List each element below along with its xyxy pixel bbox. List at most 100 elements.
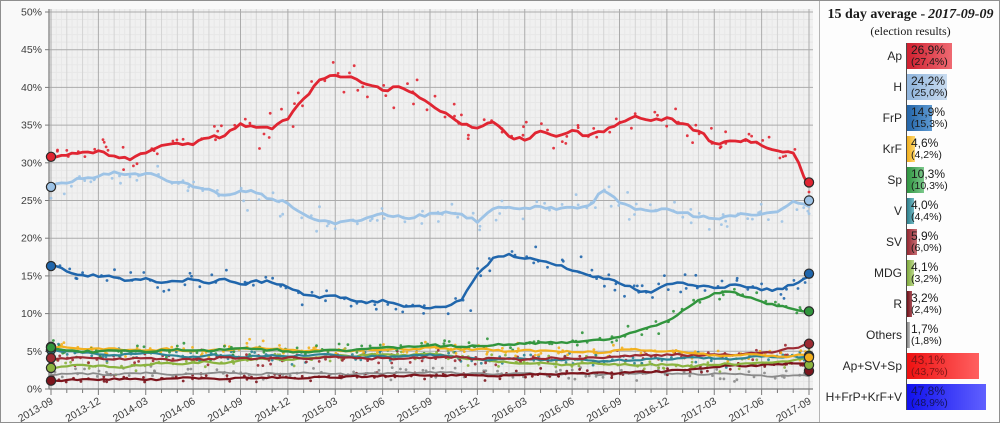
x-axis-label: 2014-12 — [253, 395, 293, 423]
legend-axis-line — [906, 43, 907, 410]
party-average-value: 4,1% — [911, 260, 939, 274]
party-average-value: 4,6% — [911, 136, 939, 150]
party-average-value: 43,1% — [911, 353, 946, 367]
party-election-result: (1,8%) — [911, 335, 942, 347]
marker-2017-result-sp — [803, 306, 815, 317]
party-label: Sp — [887, 173, 902, 187]
y-axis-label: 45% — [21, 44, 42, 56]
x-axis-label: 2015-06 — [348, 395, 388, 423]
series-line-ap — [49, 73, 811, 188]
party-label: SV — [885, 235, 902, 249]
x-axis-label: 2016-12 — [632, 395, 672, 423]
r-bar — [907, 291, 913, 317]
party-label: R — [893, 297, 902, 311]
marker-2013-result-mdg — [45, 362, 57, 374]
others-bar — [907, 322, 910, 348]
sv-bar — [907, 229, 917, 255]
marker-2013-result-r — [45, 375, 57, 386]
marker-2017-result-h — [803, 195, 815, 206]
party-election-result: (4,2%) — [911, 149, 942, 161]
party-label: KrF — [882, 142, 902, 156]
x-axis-label: 2013-09 — [16, 395, 56, 423]
legend-row-frp: FrP 14,9% (15,3%) — [820, 105, 999, 131]
legend-title-date: 2017-09-09 — [928, 7, 994, 22]
legend-row-ap: Ap 26,9% (27,4%) — [820, 43, 999, 69]
party-label: H+FrP+KrF+V — [825, 390, 902, 404]
y-axis-label: 5% — [27, 346, 42, 358]
ap-sv-sp-bar — [907, 353, 979, 379]
y-axis-label: 10% — [21, 308, 42, 320]
party-label: V — [893, 204, 902, 218]
y-axis-label: 0% — [27, 384, 42, 396]
y-axis-label: 30% — [21, 157, 42, 169]
legend-row-h: H 24,2% (25,0%) — [820, 74, 999, 100]
party-label: Others — [865, 328, 902, 342]
x-axis-label: 2017-09 — [774, 395, 814, 423]
marker-2017-result-sv — [803, 338, 815, 349]
series-line-h — [49, 170, 811, 226]
x-axis-label: 2016-09 — [585, 395, 625, 423]
party-average-value: 24,2% — [911, 74, 946, 88]
party-election-result: (2,4%) — [911, 304, 942, 316]
x-axis-label: 2014-09 — [206, 395, 246, 423]
poll-chart: 0%5%10%15%20%25%30%35%40%45%50%2013-09 20… — [1, 1, 819, 423]
legend-row-mdg: MDG 4,1% (3,2%) — [820, 260, 999, 286]
x-axis-label: 2015-03 — [300, 395, 340, 423]
party-election-result: (43,7%) — [911, 366, 948, 378]
party-average-value: 5,9% — [911, 229, 939, 243]
party-election-result: (25,0%) — [911, 87, 948, 99]
legend-title: 15 day average -2017-09-09 — [820, 7, 999, 23]
legend-row-krf: KrF 4,6% (4,2%) — [820, 136, 999, 162]
axes — [45, 9, 813, 395]
marker-2017-result-krf — [803, 352, 815, 363]
party-election-result: (15,3%) — [911, 118, 948, 130]
x-axis-label: 2014-06 — [158, 395, 198, 423]
party-average-value: 47,8% — [911, 384, 946, 398]
legend-row-ap-sv-sp: Ap+SV+Sp 43,1% (43,7%) — [820, 353, 999, 379]
y-axis-label: 25% — [21, 195, 42, 207]
frp-bar — [907, 105, 932, 131]
legend-row-others: Others 1,7% (1,8%) — [820, 322, 999, 348]
party-average-value: 1,7% — [911, 322, 939, 336]
series-line-frp — [49, 252, 811, 310]
legend-row-sp: Sp 10,3% (10,3%) — [820, 167, 999, 193]
party-election-result: (27,4%) — [911, 56, 948, 68]
party-election-result: (3,2%) — [911, 273, 942, 285]
party-election-result: (48,9%) — [911, 397, 948, 409]
legend-row-h-frp-krf-v: H+FrP+KrF+V 47,8% (48,9%) — [820, 384, 999, 410]
party-label: FrP — [882, 111, 902, 125]
party-average-value: 10,3% — [911, 167, 946, 181]
marker-2013-result-h — [45, 181, 57, 193]
x-axis-label: 2017-06 — [727, 395, 767, 423]
party-average-value: 3,2% — [911, 291, 939, 305]
x-axis-label: 2017-03 — [679, 395, 719, 423]
marker-2013-result-frp — [45, 260, 57, 272]
x-axis-label: 2015-12 — [442, 395, 482, 423]
party-label: H — [893, 80, 902, 94]
legend-row-sv: SV 5,9% (6,0%) — [820, 229, 999, 255]
ap-bar — [907, 43, 952, 69]
h-bar — [907, 74, 948, 100]
x-axis-label: 2013-12 — [63, 395, 103, 423]
party-election-result: (4,4%) — [911, 211, 942, 223]
x-axis-label: 2016-06 — [537, 395, 577, 423]
legend-panel: 15 day average -2017-09-09 (election res… — [819, 1, 999, 422]
legend-row-r: R 3,2% (2,4%) — [820, 291, 999, 317]
x-axis-label: 2014-03 — [111, 395, 151, 423]
y-axis-label: 15% — [21, 270, 42, 282]
party-average-value: 26,9% — [911, 43, 946, 57]
party-label: MDG — [874, 266, 902, 280]
series-line-sv — [49, 343, 811, 362]
v-bar — [907, 198, 914, 224]
legend-rows: Ap 26,9% (27,4%) H 24,2% (25,0%) FrP 14,… — [820, 43, 999, 422]
sp-bar — [907, 167, 925, 193]
marker-2013-result-sp — [45, 342, 57, 353]
x-axis-label: 2015-09 — [395, 395, 435, 423]
series-line-v — [49, 348, 811, 363]
y-axis-label: 20% — [21, 233, 42, 245]
marker-2017-result-frp — [803, 268, 815, 279]
series-line-others — [50, 370, 810, 378]
party-average-value: 4,0% — [911, 198, 939, 212]
series-line-sp — [49, 290, 811, 354]
